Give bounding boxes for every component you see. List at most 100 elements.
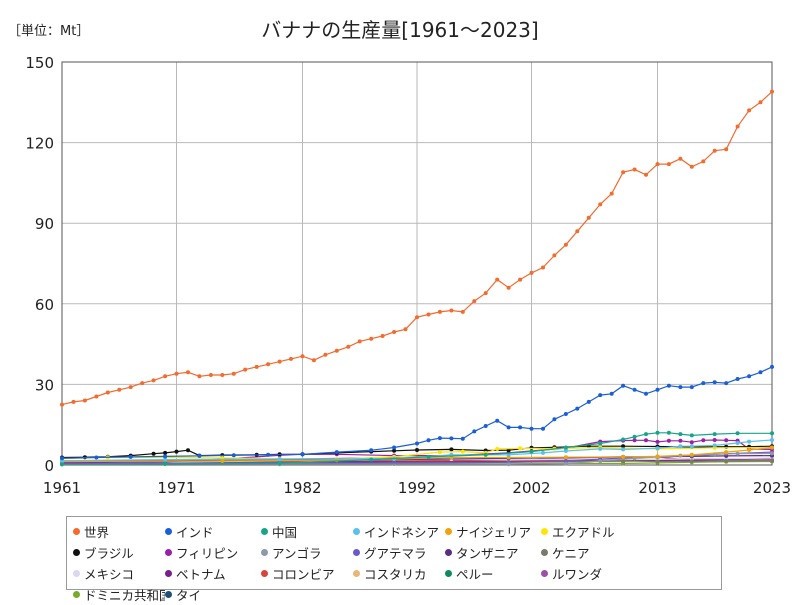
data-point (712, 443, 717, 448)
data-point (369, 457, 374, 462)
data-point (415, 441, 419, 446)
data-point (724, 450, 729, 455)
legend-item: アンゴラ (261, 542, 353, 563)
data-point (621, 447, 626, 452)
data-point (277, 359, 282, 364)
data-point (60, 402, 64, 407)
data-point (689, 444, 694, 449)
data-point (666, 430, 671, 435)
data-point (758, 100, 763, 105)
data-point (323, 352, 328, 357)
data-point (174, 371, 179, 376)
legend-item: ナイジェリア (445, 521, 541, 542)
data-point (174, 449, 179, 454)
data-point (277, 457, 282, 462)
data-point (621, 170, 626, 175)
legend-swatch (73, 591, 80, 598)
legend-swatch (445, 570, 452, 577)
data-point (655, 454, 660, 459)
data-point (666, 383, 671, 388)
x-tick-label: 1961 (43, 479, 81, 497)
legend-item: ケニア (541, 542, 633, 563)
data-point (426, 438, 431, 443)
data-point (552, 253, 557, 258)
data-point (460, 449, 465, 454)
legend-item: コスタリカ (353, 563, 445, 584)
legend-item: ルワンダ (541, 563, 633, 584)
legend-label: フィリピン (176, 546, 239, 561)
axis-tick-labels: 0 30 60 90 120 150 1961 1971 1982 1992 2002 2013 202… (25, 54, 791, 497)
data-point (472, 299, 477, 304)
x-tick-label: 2002 (512, 479, 550, 497)
data-point (231, 371, 236, 376)
data-point (701, 438, 706, 443)
data-point (437, 450, 442, 455)
data-point (208, 373, 213, 377)
data-point (621, 383, 626, 388)
data-point (632, 438, 637, 443)
legend-swatch (165, 591, 172, 598)
data-point (770, 445, 774, 450)
chart-title: バナナの生産量[1961～2023] (261, 18, 539, 42)
data-point (621, 444, 626, 449)
data-point (163, 450, 168, 455)
data-point (655, 439, 660, 444)
data-point (644, 172, 648, 177)
data-point (163, 461, 168, 466)
data-point (518, 425, 523, 430)
data-point (632, 434, 637, 439)
y-tick-label: 90 (35, 215, 54, 233)
data-point (712, 380, 717, 385)
legend-label: タンザニア (456, 546, 519, 561)
data-point (529, 270, 534, 275)
data-point (724, 458, 729, 463)
data-point (644, 432, 648, 437)
legend-label: コスタリカ (364, 567, 427, 582)
data-point (666, 438, 671, 443)
legend-swatch (165, 549, 172, 556)
data-point (186, 448, 190, 453)
data-point (575, 229, 580, 234)
data-point (586, 215, 591, 220)
data-point (289, 356, 293, 361)
data-point (621, 459, 626, 463)
data-point (415, 315, 419, 320)
data-point (689, 440, 694, 445)
data-point (460, 436, 465, 441)
data-point (655, 162, 660, 167)
data-point (655, 446, 660, 451)
data-point (598, 441, 603, 446)
legend-swatch (73, 528, 80, 535)
data-point (495, 418, 500, 423)
legend-swatch (165, 528, 172, 535)
data-point (231, 453, 236, 458)
data-point (747, 108, 752, 113)
data-point (644, 391, 648, 396)
data-point (563, 461, 568, 466)
legend-label: ブラジル (84, 546, 134, 561)
legend-item: グアテマラ (353, 542, 445, 563)
data-point (151, 378, 156, 383)
legend-swatch (445, 549, 452, 556)
data-point (724, 438, 729, 443)
data-point (449, 308, 454, 313)
legend-label: ルワンダ (552, 567, 603, 582)
data-point (598, 446, 603, 451)
legend-label: 中国 (272, 525, 298, 540)
data-point (437, 309, 442, 314)
data-point (770, 458, 774, 463)
y-tick-label: 30 (35, 376, 54, 394)
data-point (644, 438, 648, 443)
data-point (506, 425, 511, 430)
x-tick-label: 1971 (157, 479, 195, 497)
data-point (758, 370, 763, 375)
data-point (529, 449, 534, 454)
y-tick-label: 120 (25, 135, 54, 153)
data-point (689, 452, 694, 457)
legend-item: 中国 (261, 521, 353, 542)
y-tick-label: 0 (44, 457, 54, 475)
data-point (449, 447, 454, 452)
data-point (575, 406, 580, 411)
legend-item: エクアドル (541, 521, 633, 542)
legend-item: フィリピン (165, 542, 261, 563)
